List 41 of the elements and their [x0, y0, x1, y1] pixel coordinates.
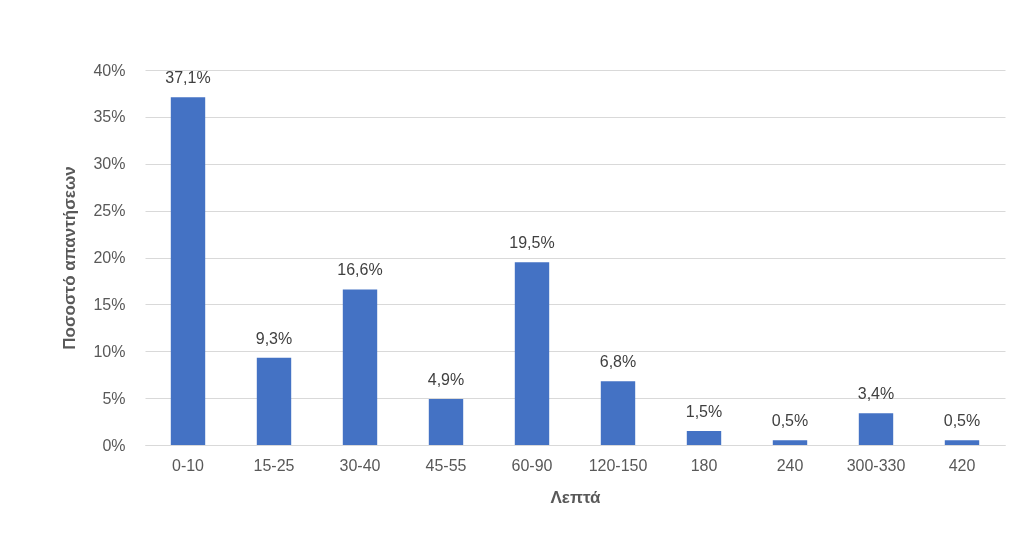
- bar: [600, 381, 636, 445]
- bar: [858, 413, 894, 445]
- y-tick-label: 10%: [93, 342, 126, 360]
- x-tick-label: 240: [776, 456, 804, 474]
- data-label: 9,3%: [255, 329, 293, 347]
- bar: [342, 289, 378, 445]
- bar: [772, 440, 808, 445]
- y-tick-label: 5%: [102, 389, 126, 407]
- data-label: 0,5%: [943, 412, 981, 430]
- data-label: 0,5%: [771, 412, 809, 430]
- y-tick-label: 25%: [93, 202, 126, 220]
- bar: [686, 430, 722, 445]
- bar: [428, 399, 464, 445]
- y-tick-label: 30%: [93, 155, 126, 173]
- data-label: 16,6%: [337, 261, 383, 279]
- y-tick-label: 40%: [93, 61, 126, 79]
- x-tick-label: 45-55: [425, 456, 467, 474]
- x-tick-label: 15-25: [253, 456, 295, 474]
- x-tick-label: 420: [948, 456, 976, 474]
- data-label: 1,5%: [685, 402, 723, 420]
- bar: [944, 440, 980, 445]
- x-tick-label: 60-90: [511, 456, 553, 474]
- data-label: 19,5%: [509, 234, 555, 252]
- data-label: 4,9%: [427, 371, 465, 389]
- x-tick-label: 180: [690, 456, 718, 474]
- y-axis-title: Ποσοστό απαντήσεων: [60, 166, 80, 350]
- x-axis-title: Λεπτά: [550, 487, 602, 507]
- bar: [256, 357, 292, 445]
- y-tick-label: 15%: [93, 295, 126, 313]
- x-tick-label: 0-10: [171, 456, 205, 474]
- y-tick-label: 35%: [93, 108, 126, 126]
- data-label: 37,1%: [165, 69, 211, 87]
- bar: [170, 97, 206, 445]
- y-tick-label: 20%: [93, 249, 126, 266]
- data-label: 3,4%: [857, 385, 895, 403]
- y-tick-label: 0%: [102, 436, 126, 454]
- x-tick-label: 120-150: [588, 456, 648, 474]
- x-tick-label: 30-40: [339, 456, 381, 474]
- x-tick-label: 300-330: [846, 456, 906, 474]
- bar: [514, 262, 550, 445]
- data-label: 6,8%: [599, 353, 637, 371]
